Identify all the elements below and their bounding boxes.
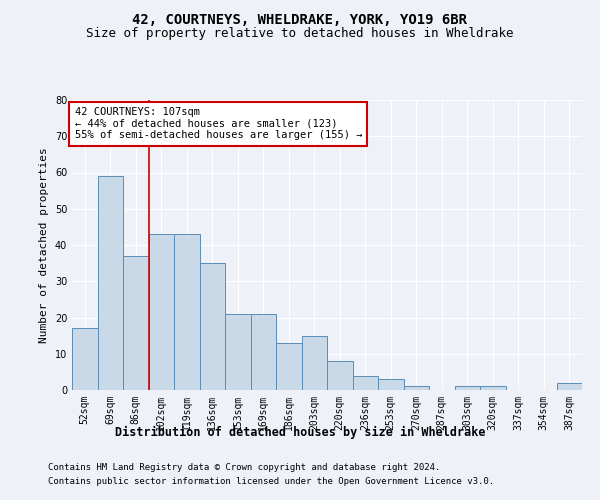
Text: Contains public sector information licensed under the Open Government Licence v3: Contains public sector information licen…	[48, 477, 494, 486]
Bar	[149, 234, 174, 390]
Bar	[225, 314, 251, 390]
Bar	[123, 256, 149, 390]
Bar	[404, 386, 429, 390]
Bar	[97, 176, 123, 390]
Y-axis label: Number of detached properties: Number of detached properties	[39, 147, 49, 343]
Bar	[174, 234, 199, 390]
Bar	[480, 386, 505, 390]
Bar	[378, 379, 404, 390]
Text: Contains HM Land Registry data © Crown copyright and database right 2024.: Contains HM Land Registry data © Crown c…	[48, 464, 440, 472]
Text: Distribution of detached houses by size in Wheldrake: Distribution of detached houses by size …	[115, 426, 485, 439]
Text: Size of property relative to detached houses in Wheldrake: Size of property relative to detached ho…	[86, 28, 514, 40]
Bar	[199, 263, 225, 390]
Text: 42, COURTNEYS, WHELDRAKE, YORK, YO19 6BR: 42, COURTNEYS, WHELDRAKE, YORK, YO19 6BR	[133, 12, 467, 26]
Bar	[353, 376, 378, 390]
Bar	[276, 343, 302, 390]
Bar	[251, 314, 276, 390]
Bar	[302, 336, 327, 390]
Bar	[455, 386, 480, 390]
Bar	[557, 383, 582, 390]
Text: 42 COURTNEYS: 107sqm
← 44% of detached houses are smaller (123)
55% of semi-deta: 42 COURTNEYS: 107sqm ← 44% of detached h…	[74, 108, 362, 140]
Bar	[72, 328, 97, 390]
Bar	[327, 361, 353, 390]
